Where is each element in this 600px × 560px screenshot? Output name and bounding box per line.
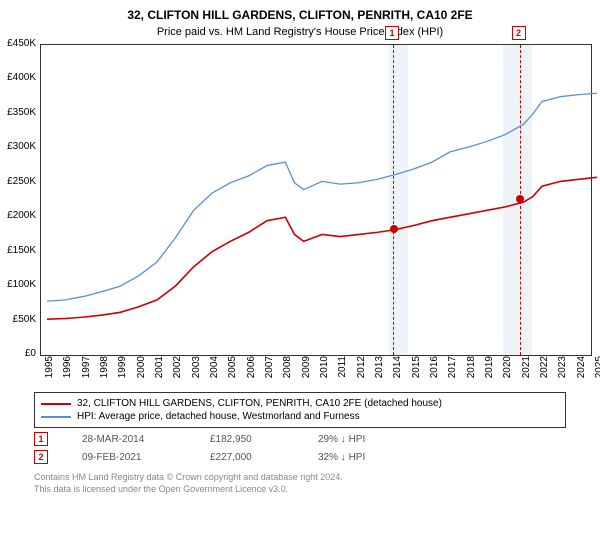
series-line-hpi [47,93,597,301]
x-axis-label: 2010 [319,356,330,386]
x-axis-label: 1995 [44,356,55,386]
sale-marker: 2 [34,450,48,464]
x-axis-label: 2007 [264,356,275,386]
x-axis-label: 2021 [521,356,532,386]
legend-item: HPI: Average price, detached house, West… [41,410,559,423]
footer-line: Contains HM Land Registry data © Crown c… [34,472,566,484]
x-axis-label: 2006 [246,356,257,386]
x-axis-label: 2008 [282,356,293,386]
x-axis-label: 2020 [502,356,513,386]
event-marker: 1 [385,26,399,40]
x-axis-label: 2011 [337,356,348,386]
y-axis-label: £100K [0,279,36,290]
x-axis-label: 2019 [484,356,495,386]
x-axis-label: 2018 [466,356,477,386]
x-axis-label: 2017 [447,356,458,386]
x-axis-label: 2004 [209,356,220,386]
sale-price: £182,950 [210,434,284,445]
sale-marker: 1 [34,432,48,446]
x-axis-label: 2012 [356,356,367,386]
sale-point [390,225,398,233]
sale-date: 28-MAR-2014 [82,434,176,445]
plot-area [40,44,592,356]
x-axis-label: 2016 [429,356,440,386]
x-axis-label: 1999 [117,356,128,386]
y-axis-label: £400K [0,72,36,83]
series-line-price_paid [47,177,597,319]
x-axis-label: 2001 [154,356,165,386]
x-axis-label: 2025 [594,356,600,386]
x-axis-label: 2013 [374,356,385,386]
y-axis-label: £50K [0,314,36,325]
x-axis-label: 2024 [576,356,587,386]
legend-swatch [41,403,71,405]
x-axis-label: 2014 [392,356,403,386]
sale-row: 2 09-FEB-2021 £227,000 32% ↓ HPI [34,450,566,464]
x-axis-label: 2022 [539,356,550,386]
chart-subtitle: Price paid vs. HM Land Registry's House … [0,22,600,44]
x-axis-label: 2003 [191,356,202,386]
x-axis-label: 2023 [557,356,568,386]
sale-price: £227,000 [210,452,284,463]
x-axis-label: 2002 [172,356,183,386]
chart-container: 32, CLIFTON HILL GARDENS, CLIFTON, PENRI… [0,0,600,560]
y-axis-label: £350K [0,107,36,118]
y-axis-label: £250K [0,176,36,187]
chart-title: 32, CLIFTON HILL GARDENS, CLIFTON, PENRI… [0,0,600,22]
y-axis-label: £450K [0,38,36,49]
sale-delta: 32% ↓ HPI [318,452,365,463]
y-axis-label: £0 [0,348,36,359]
sale-delta: 29% ↓ HPI [318,434,365,445]
legend-item: 32, CLIFTON HILL GARDENS, CLIFTON, PENRI… [41,397,559,410]
legend-label: HPI: Average price, detached house, West… [77,411,360,422]
y-axis-label: £150K [0,245,36,256]
sale-point [516,195,524,203]
y-axis-label: £300K [0,141,36,152]
x-axis-label: 2009 [301,356,312,386]
x-axis-label: 2015 [411,356,422,386]
y-axis-label: £200K [0,210,36,221]
event-marker: 2 [512,26,526,40]
sale-date: 09-FEB-2021 [82,452,176,463]
legend: 32, CLIFTON HILL GARDENS, CLIFTON, PENRI… [34,392,566,428]
x-axis-label: 2005 [227,356,238,386]
sale-row: 1 28-MAR-2014 £182,950 29% ↓ HPI [34,432,566,446]
legend-label: 32, CLIFTON HILL GARDENS, CLIFTON, PENRI… [77,398,442,409]
footer-line: This data is licensed under the Open Gov… [34,484,566,496]
chart-area: £0£50K£100K£150K£200K£250K£300K£350K£400… [34,44,594,384]
x-axis-label: 1998 [99,356,110,386]
legend-swatch [41,416,71,418]
x-axis-label: 1996 [62,356,73,386]
x-axis-label: 1997 [81,356,92,386]
footer: Contains HM Land Registry data © Crown c… [34,472,566,495]
x-axis-label: 2000 [136,356,147,386]
